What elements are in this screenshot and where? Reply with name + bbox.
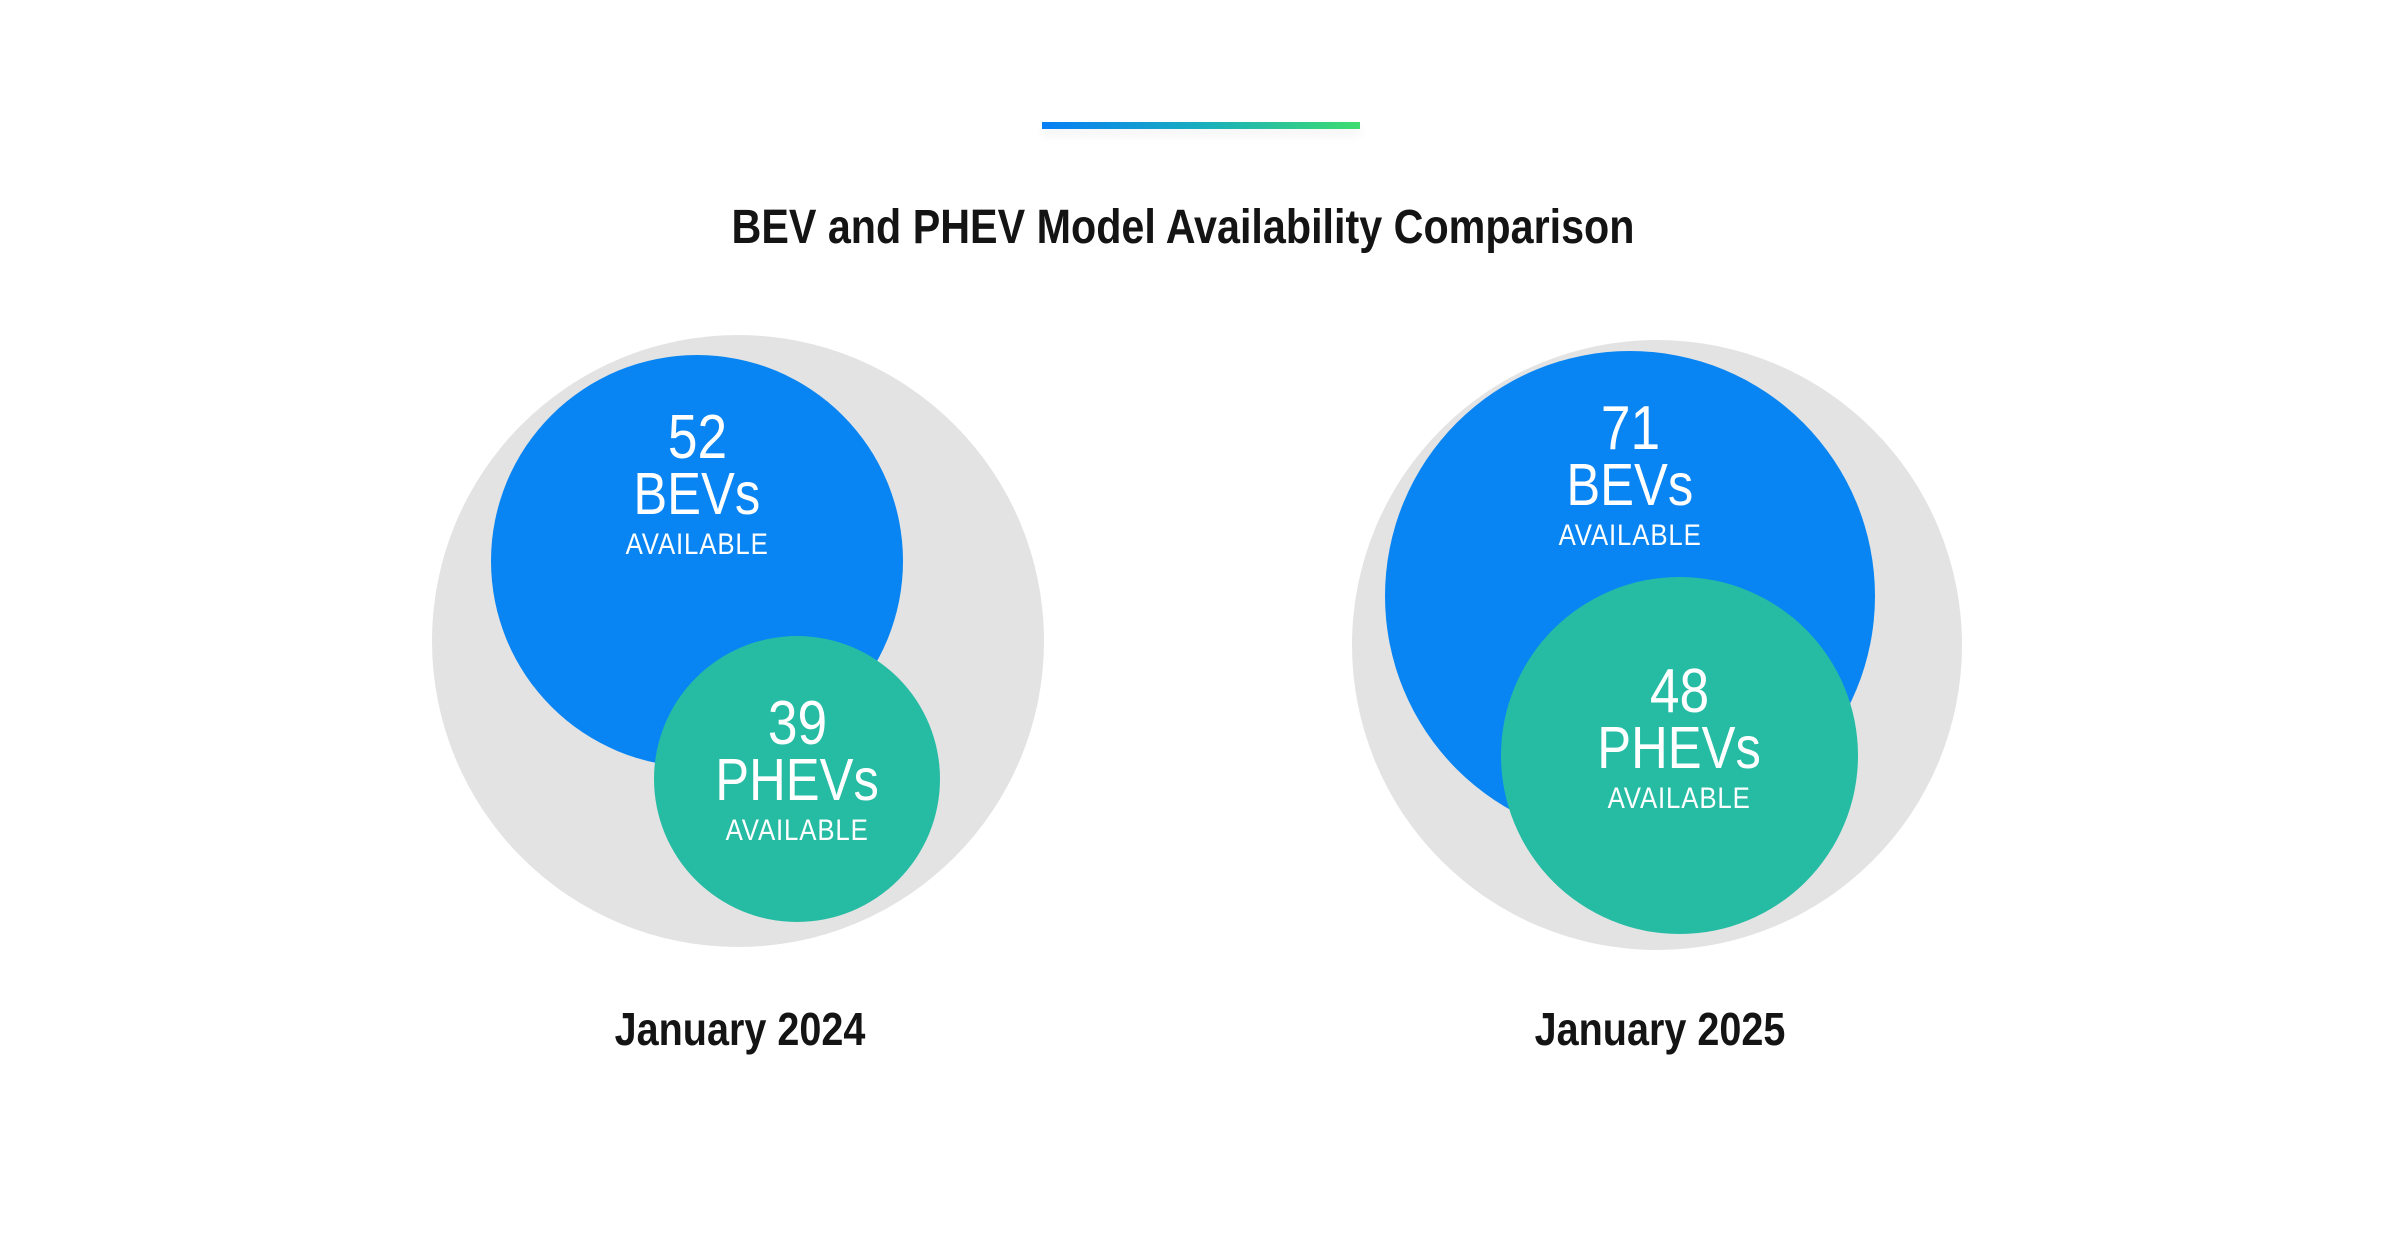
title-accent-bar <box>1042 122 1360 129</box>
phev-bubble-label-2024: 39 PHEVs AVAILABLE <box>654 636 940 854</box>
page-title: BEV and PHEV Model Availability Comparis… <box>658 200 1708 256</box>
group-label-2024: January 2024 <box>594 1003 886 1055</box>
bev-availability-label-2025: AVAILABLE <box>1558 519 1702 552</box>
phev-series-name-2025: PHEVs <box>1597 715 1762 781</box>
bev-bubble-label-2024: 52 BEVs AVAILABLE <box>491 355 903 568</box>
bev-series-name-2024: BEVs <box>633 461 761 527</box>
group-label-2024-text: January 2024 <box>614 1003 866 1055</box>
group-label-2025: January 2025 <box>1514 1003 1806 1055</box>
phev-availability-label-2024: AVAILABLE <box>725 814 869 847</box>
bev-count-2025: 71 <box>1600 394 1660 463</box>
bev-series-name-2025: BEVs <box>1566 452 1694 518</box>
bev-count-2024: 52 <box>667 403 727 472</box>
group-label-2025-text: January 2025 <box>1534 1003 1786 1055</box>
bev-bubble-2024: 52 BEVs AVAILABLE <box>491 355 903 767</box>
phev-count-2025: 48 <box>1649 657 1710 726</box>
phev-series-name-2024: PHEVs <box>715 747 879 813</box>
phev-bubble-2024: 39 PHEVs AVAILABLE <box>654 636 940 922</box>
phev-count-2024: 39 <box>767 689 827 758</box>
phev-bubble-label-2025: 48 PHEVs AVAILABLE <box>1501 577 1858 822</box>
page-title-text: BEV and PHEV Model Availability Comparis… <box>731 201 1635 254</box>
bev-bubble-label-2025: 71 BEVs AVAILABLE <box>1385 351 1875 559</box>
phev-bubble-2025: 48 PHEVs AVAILABLE <box>1501 577 1858 934</box>
phev-availability-label-2025: AVAILABLE <box>1607 782 1752 815</box>
bev-availability-label-2024: AVAILABLE <box>625 528 769 561</box>
